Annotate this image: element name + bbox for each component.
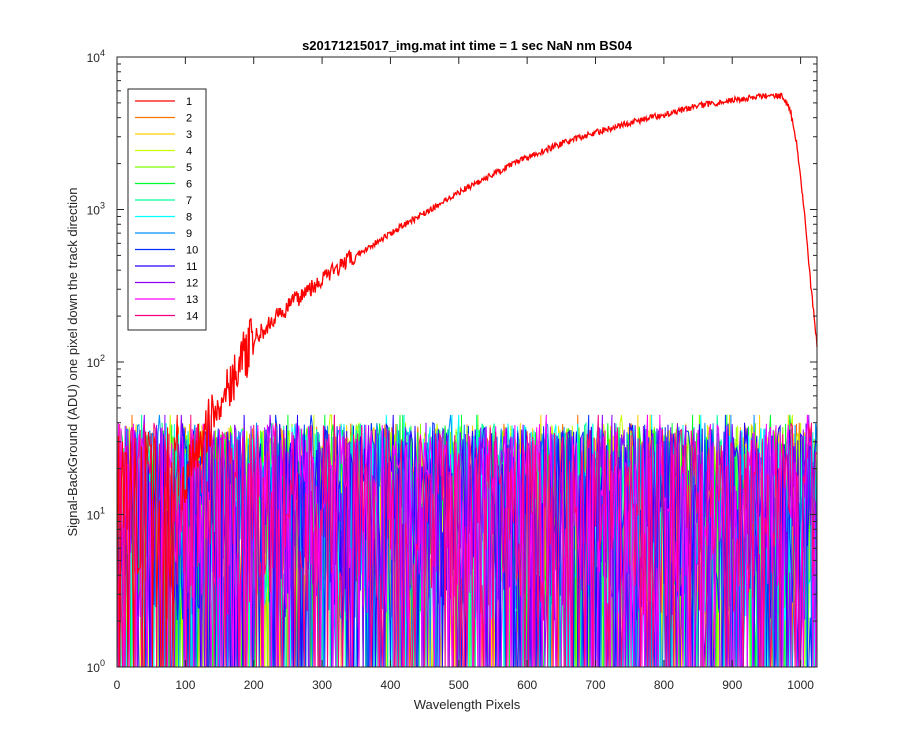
x-tick-label: 200 (244, 678, 264, 692)
axis-ticks (116, 56, 817, 668)
main-series-group (181, 92, 818, 511)
x-tick-label: 600 (517, 678, 537, 692)
y-tick-label: 100 (87, 658, 105, 675)
legend-label-9: 9 (186, 228, 192, 240)
y-tick-label: 104 (87, 48, 105, 65)
legend-label-8: 8 (186, 212, 192, 224)
series-8-noise-line (116, 414, 818, 668)
legend-label-5: 5 (186, 162, 192, 174)
legend-label-7: 7 (186, 195, 192, 207)
legend-label-11: 11 (186, 261, 197, 273)
chart-title: s20171215017_img.mat int time = 1 sec Na… (302, 38, 633, 53)
legend-label-2: 2 (186, 113, 192, 125)
y-tick-labels: 100 101 102 103 104 (87, 48, 105, 675)
x-tick-label: 700 (586, 678, 606, 692)
x-tick-label: 100 (175, 678, 195, 692)
x-tick-label: 300 (312, 678, 332, 692)
series-1-noise-line (116, 414, 179, 668)
x-tick-label: 1000 (787, 678, 814, 692)
y-axis-label: Signal-BackGround (ADU) one pixel down t… (65, 187, 80, 536)
series-1-line (181, 92, 818, 511)
legend-label-6: 6 (186, 179, 192, 191)
x-tick-label: 800 (654, 678, 674, 692)
x-tick-label: 400 (380, 678, 400, 692)
legend-label-10: 10 (186, 245, 198, 257)
legend-label-14: 14 (186, 311, 198, 323)
legend-label-12: 12 (186, 278, 198, 290)
legend-label-13: 13 (186, 294, 198, 306)
x-tick-label: 500 (449, 678, 469, 692)
legend-label-1: 1 (186, 96, 192, 108)
x-axis-label: Wavelength Pixels (414, 697, 521, 712)
x-tick-label: 0 (114, 678, 121, 692)
x-tick-label: 900 (722, 678, 742, 692)
y-tick-label: 103 (87, 201, 105, 218)
y-tick-label: 102 (87, 353, 105, 370)
y-tick-label: 101 (87, 506, 105, 523)
legend-label-4: 4 (186, 146, 192, 158)
noise-series-group (116, 414, 818, 668)
legend-label-3: 3 (186, 129, 192, 141)
legend-box (127, 88, 207, 331)
x-tick-labels: 0 100 200 300 400 500 600 700 800 900 1000 (114, 678, 815, 692)
